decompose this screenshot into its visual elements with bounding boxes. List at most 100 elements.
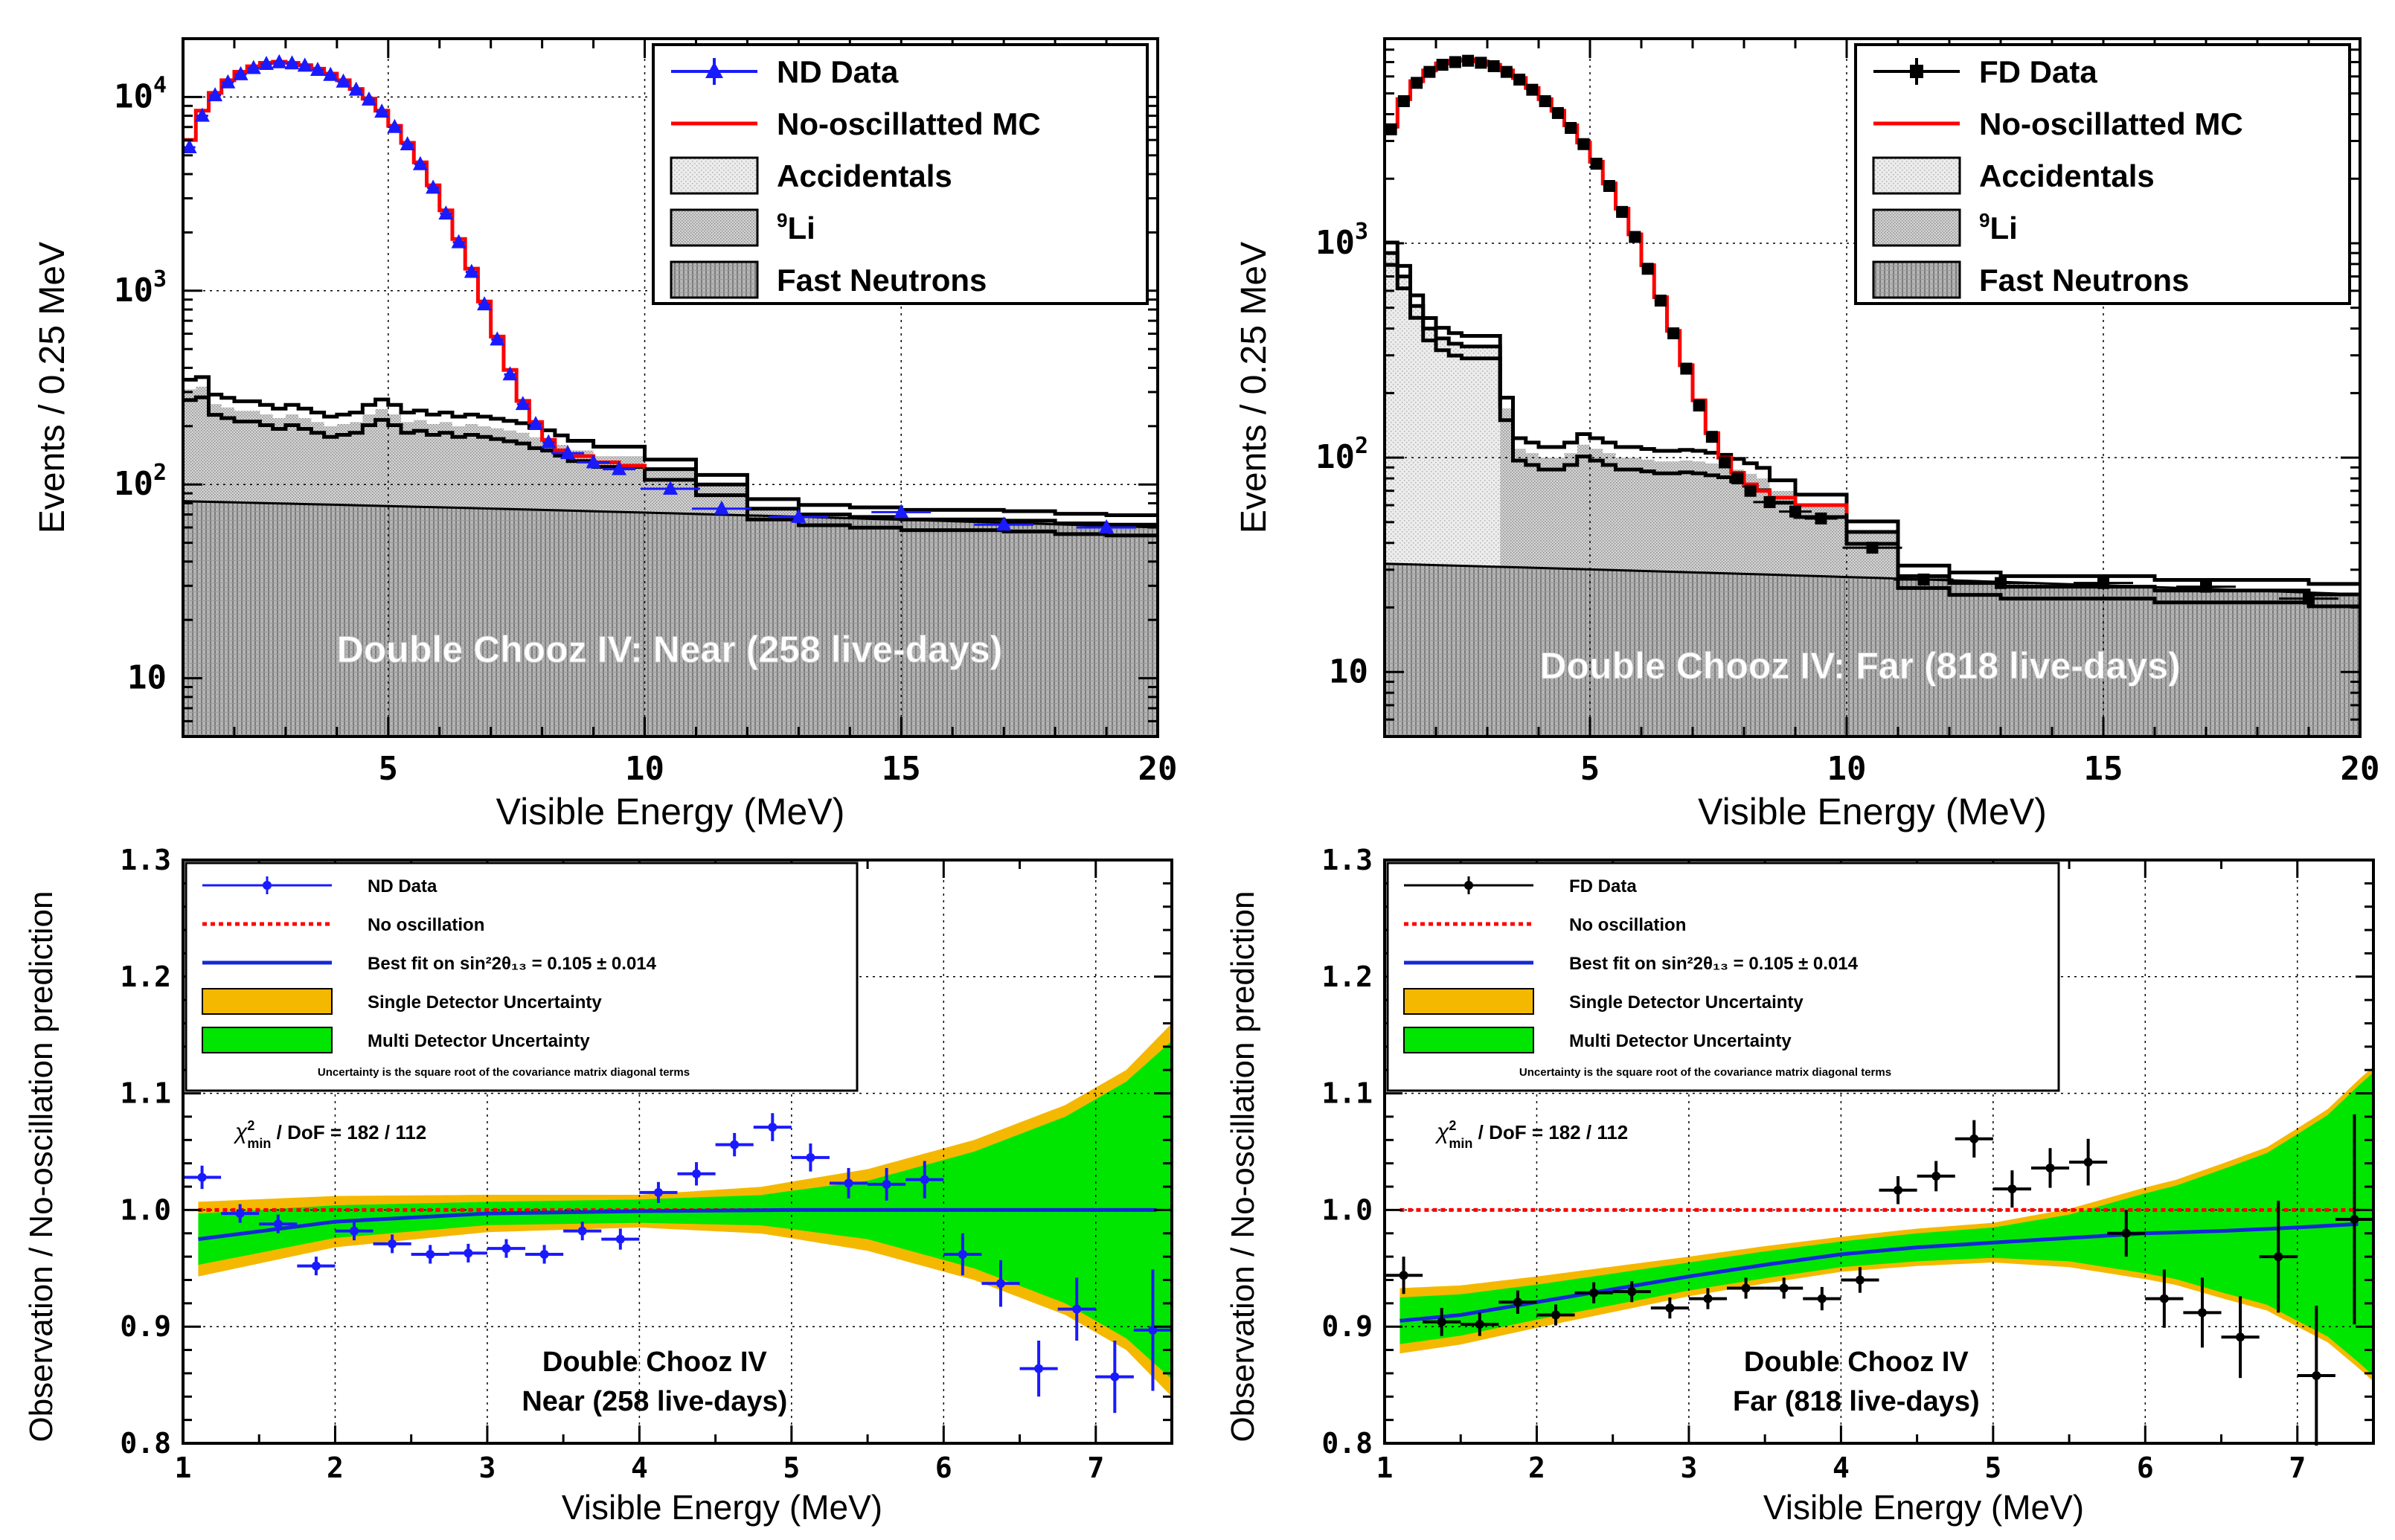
legend-swatch-li [1872, 208, 1961, 247]
ratio-data-point [2069, 1138, 2108, 1186]
y-tick-label: 103 [1315, 219, 1368, 262]
chi2-sub: min [1449, 1136, 1472, 1151]
data-point [1680, 362, 1693, 375]
ratio-data-point [2221, 1296, 2260, 1379]
x-tick-label: 5 [1580, 750, 1600, 788]
data-point [1815, 512, 1827, 524]
panel-annotation-line1: Double Chooz IV [542, 1347, 768, 1378]
y-tick-base: 10 [1315, 438, 1355, 476]
data-point-marker [2197, 1308, 2207, 1318]
y-tick-base: 10 [127, 659, 167, 697]
y-tick-label: 1.2 [120, 960, 171, 993]
data-point-marker [1779, 1283, 1789, 1293]
data-point-marker [1817, 1294, 1827, 1303]
ratio-data-point [1133, 1269, 1172, 1391]
data-point-marker [1551, 1310, 1561, 1320]
legend-label-text: No-oscillatted MC [1979, 106, 2243, 141]
data-point [894, 504, 909, 519]
x-tick-label: 6 [2137, 1451, 2154, 1484]
ratio-data-point [2183, 1277, 2222, 1348]
ratio-data-point [1992, 1170, 2031, 1208]
legend-label: Fast Neutrons [1979, 263, 2189, 298]
multi-detector-uncertainty-band [1400, 1072, 2373, 1376]
legend-note: Uncertainty is the square root of the co… [1519, 1066, 1891, 1079]
legend-box [1386, 862, 2060, 1092]
x-tick-label: 15 [882, 750, 921, 788]
legend-label: Single Detector Uncertainty [368, 992, 602, 1013]
data-point [1577, 138, 1590, 150]
ratio-data-point [221, 1204, 260, 1223]
legend-label: Multi Detector Uncertainty [368, 1031, 590, 1051]
data-point-marker [920, 1175, 929, 1184]
legend-label: Fast Neutrons [777, 263, 987, 298]
y-tick-exponent: 4 [153, 72, 167, 98]
legend-data-marker [263, 881, 272, 890]
data-point [1487, 60, 1500, 72]
data-point-marker [577, 1226, 587, 1236]
legend-data-marker [705, 62, 723, 78]
fast-neutron-line [183, 500, 1158, 529]
legend-label: No-oscillatted MC [1979, 106, 2243, 141]
data-point [541, 434, 557, 449]
chi2-sub: min [247, 1136, 271, 1151]
ratio-data-point [1461, 1312, 1499, 1336]
legend-label: FD Data [1979, 54, 2097, 89]
data-point [1917, 573, 1930, 585]
background-upper-envelope [183, 375, 1158, 517]
y-tick-label: 1.0 [120, 1193, 171, 1226]
legend-label: ND Data [777, 54, 899, 89]
ratio-data-point [1955, 1120, 1993, 1158]
plot-frame [182, 37, 1159, 738]
far-ratio-chart: 1 2 3 4 5 6 7 0.8 0.9 1.0 1.1 1.2 1.3 Visible Energy … [1225, 844, 2375, 1527]
mc-tail-line [644, 467, 1158, 527]
ratio-data-point [1803, 1286, 1841, 1311]
y-tick-label: 1.2 [1321, 960, 1373, 993]
ratio-data-point [525, 1245, 564, 1264]
data-point [1551, 106, 1564, 119]
ratio-data-point [1385, 1257, 1423, 1294]
data-point [1667, 327, 1680, 340]
plot-frame [1383, 37, 2362, 738]
legend-label-text: Fast Neutrons [1979, 263, 2189, 298]
data-point [477, 296, 493, 311]
data-point [361, 91, 376, 106]
ratio-data-point [1727, 1277, 1766, 1299]
ratio-data-point [1612, 1281, 1651, 1303]
ratio-data-point [1095, 1341, 1134, 1414]
data-point [400, 135, 415, 150]
ratio-data-point [829, 1167, 868, 1199]
y-tick-label: 0.8 [1321, 1427, 1373, 1460]
data-point [451, 234, 467, 248]
data-point [1789, 505, 1801, 518]
data-point-marker [2083, 1158, 2093, 1167]
data-point-marker [615, 1234, 625, 1244]
data-point-marker [350, 1226, 359, 1236]
x-tick-label: 7 [1087, 1451, 1104, 1484]
y-axis-label: Observation / No-oscillation prediction [1225, 891, 1261, 1442]
y-tick-exponent: 2 [1355, 433, 1368, 459]
ratio-data-point [259, 1214, 298, 1233]
data-point [246, 60, 261, 74]
data-point-marker [692, 1169, 702, 1178]
x-tick-label: 1 [1376, 1451, 1394, 1484]
data-point [612, 461, 627, 475]
x-tick-label: 7 [2289, 1451, 2306, 1484]
ratio-data-point [943, 1233, 982, 1276]
ratio-data-point [601, 1228, 640, 1250]
data-point-marker [768, 1123, 778, 1132]
fast-neutron-line [1385, 562, 2360, 596]
background-upper-envelope [1385, 240, 2360, 586]
ratio-data-point [1536, 1304, 1575, 1326]
data-point [1590, 158, 1603, 170]
data-point [1763, 495, 1776, 508]
chi2-symbol: χ [233, 1120, 248, 1144]
legend: FD Data No oscillation Best fit on sin²2θ₁… [1386, 862, 2060, 1092]
data-point [374, 103, 390, 118]
legend-box [1854, 43, 2351, 305]
data-point-marker [730, 1140, 740, 1149]
data-point-marker [2121, 1228, 2131, 1238]
data-point-marker [1627, 1287, 1637, 1297]
y-tick-label: 1.3 [1321, 844, 1373, 876]
fast-neutron-background-area [183, 501, 1158, 737]
